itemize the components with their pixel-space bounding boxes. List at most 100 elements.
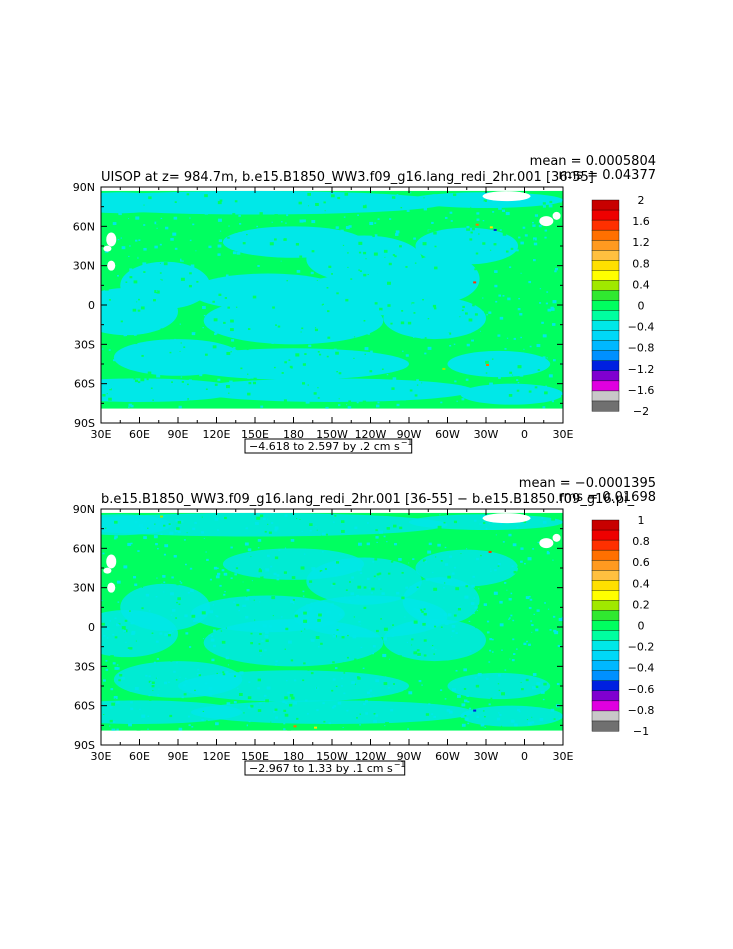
colorbar-swatch <box>591 570 620 581</box>
colorbar-label: 0.6 <box>632 556 650 569</box>
colorbar-label: −0.6 <box>628 683 655 696</box>
colorbar-label: −1.2 <box>628 363 655 376</box>
greenland-mask <box>482 513 531 524</box>
range-unit-exponent: −1 <box>401 438 413 447</box>
y-tick-label: 60N <box>73 220 95 233</box>
y-tick-label: 90N <box>73 503 95 516</box>
y-tick-label: 0 <box>88 299 95 312</box>
x-tick-label: 120E <box>203 428 231 441</box>
y-tick-label: 90S <box>74 739 95 752</box>
colorbar-swatch <box>591 250 620 261</box>
colorbar-swatch <box>591 630 620 642</box>
colorbar-label: 0.4 <box>632 278 650 291</box>
x-tick-label: 150W <box>316 750 348 763</box>
range-label: −2.967 to 1.33 by .1 cm s <box>249 762 393 775</box>
colorbar-label: −0.4 <box>628 321 655 334</box>
colorbar-swatch <box>591 680 620 692</box>
mean-label: mean = −0.0001395 <box>519 476 656 491</box>
colorbar-label: −0.8 <box>628 704 655 717</box>
x-tick-label: 60E <box>129 428 150 441</box>
colorbar-swatch <box>591 610 620 621</box>
colorbar-swatch <box>591 700 620 712</box>
colorbar-swatch <box>591 400 620 412</box>
x-tick-label: 30E <box>553 750 574 763</box>
colorbar-swatch <box>591 290 620 301</box>
y-tick-label: 60S <box>74 378 95 391</box>
colorbar: 1 0.8 0.6 0.4 0.2 0 −0.2 −0.4 −0.6 −0.8 −1 <box>591 514 655 738</box>
y-tick-label: 90N <box>73 181 95 194</box>
y-tick-label: 30N <box>73 260 95 273</box>
x-tick-label: 30E <box>91 428 112 441</box>
colorbar-swatch <box>591 229 620 241</box>
y-tick-label: 30S <box>74 660 95 673</box>
x-tick-label: 60E <box>129 750 150 763</box>
range-box-frame <box>244 438 413 454</box>
y-tick-label: 90S <box>74 417 95 430</box>
x-tick-label: 90E <box>168 428 189 441</box>
colorbar-swatch <box>591 549 620 561</box>
range-box: −2.967 to 1.33 by .1 cm s −1 <box>244 760 406 776</box>
colorbar-swatch <box>591 260 620 271</box>
colorbar-swatch <box>591 640 620 652</box>
colorbar-swatch <box>591 380 620 392</box>
rms-label: rms = 0.01698 <box>559 490 656 505</box>
colorbar-swatch <box>591 350 620 362</box>
colorbar-label: −1.6 <box>628 384 655 397</box>
x-tick-label: 30W <box>474 428 499 441</box>
caspian-mask <box>106 232 117 247</box>
colorbar-swatch <box>591 219 620 231</box>
x-tick-label: 30W <box>474 750 499 763</box>
mean-label: mean = 0.0005804 <box>530 154 656 169</box>
range-unit-exponent: −1 <box>394 760 406 769</box>
y-tick-label: 30N <box>73 582 95 595</box>
y-tick-label: 60S <box>74 700 95 713</box>
colorbar-label: 1.2 <box>632 236 650 249</box>
x-tick-label: 90W <box>397 428 422 441</box>
colorbar-label: 0 <box>638 300 645 313</box>
x-tick-label: 90E <box>168 750 189 763</box>
scandinavia-mask-2 <box>552 211 561 220</box>
colorbar-label: 0 <box>638 620 645 633</box>
colorbar-label: −0.2 <box>628 641 655 654</box>
x-tick-label: 30E <box>553 428 574 441</box>
colorbar-swatch <box>591 390 620 402</box>
x-tick-label: 0 <box>521 750 528 763</box>
colorbar-swatch <box>591 710 620 722</box>
y-tick-label: 60N <box>73 542 95 555</box>
colorbar-swatch <box>591 270 620 281</box>
caspian-mask-2 <box>103 567 112 574</box>
gulf-mask <box>107 582 116 593</box>
colorbar-label: 0.8 <box>632 535 650 548</box>
y-tick-label: 0 <box>88 621 95 634</box>
gulf-mask <box>107 260 116 271</box>
colorbar-label: 0.8 <box>632 257 650 270</box>
scandinavia-mask-2 <box>552 533 561 542</box>
x-tick-label: 120W <box>355 428 387 441</box>
x-tick-label: 120E <box>203 750 231 763</box>
x-tick-label: 30E <box>91 750 112 763</box>
caspian-mask-2 <box>103 245 112 252</box>
colorbar-swatch <box>591 600 620 611</box>
colorbar-swatch <box>591 720 620 732</box>
y-tick-label: 30S <box>74 338 95 351</box>
caspian-mask <box>106 554 117 569</box>
field-texture <box>101 190 563 409</box>
plot-title: UISOP at z= 984.7m, b.e15.B1850_WW3.f09_… <box>101 170 594 185</box>
colorbar: 2 1.6 1.2 0.8 0.4 0 −0.4 −0.8 −1.2 −1.6 −2 <box>591 194 655 418</box>
range-label: −4.618 to 2.597 by .2 cm s <box>249 440 400 453</box>
colorbar-swatch <box>591 330 620 342</box>
colorbar-swatch <box>591 690 620 702</box>
scandinavia-mask <box>539 538 554 549</box>
plot-title: b.e15.B1850_WW3.f09_g16.lang_redi_2hr.00… <box>101 492 635 507</box>
colorbar-label: 0.4 <box>632 577 650 590</box>
colorbar-swatch <box>591 310 620 322</box>
field-texture <box>101 512 563 731</box>
colorbar-label: −0.8 <box>628 342 655 355</box>
x-tick-label: 120W <box>355 750 387 763</box>
colorbar-swatch <box>591 559 620 571</box>
map-panel-2: 30E 60E 90E 120E 150E 180 150W 120W 90W 60W 30W 0 30… <box>73 476 656 776</box>
colorbar-swatch <box>591 320 620 332</box>
x-tick-label: 90W <box>397 750 422 763</box>
colorbar-swatch <box>591 670 620 682</box>
